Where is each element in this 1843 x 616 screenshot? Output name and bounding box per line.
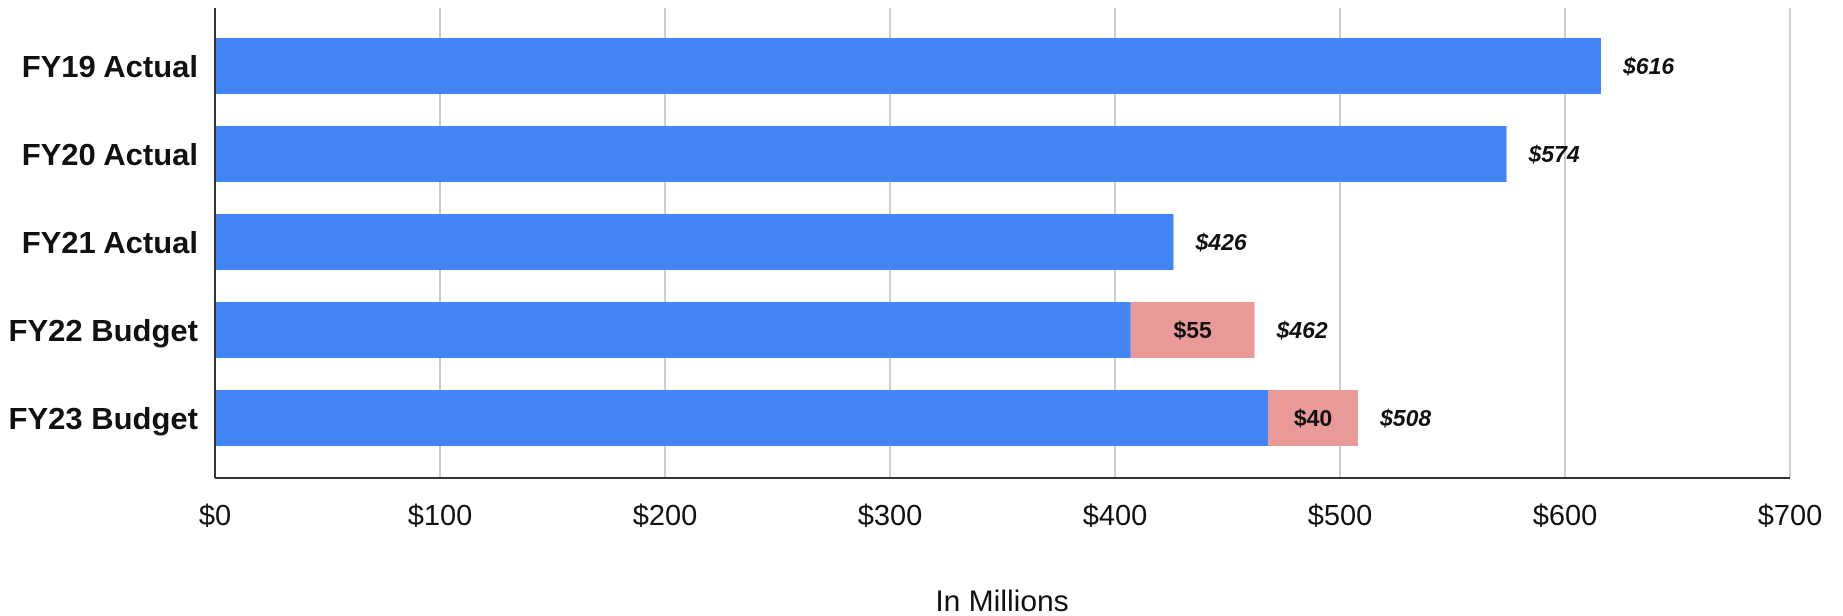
bars [215,38,1601,446]
x-tick-label: $400 [1083,500,1148,532]
category-label: FY23 Budget [9,401,198,436]
bar-total-label: $574 [1528,141,1580,167]
bar-total-label: $426 [1195,229,1247,255]
bar-segment [215,390,1268,446]
labels: $616 FY19 Actual $574 FY20 Actual $426 FY21 A… [9,49,1675,436]
segment-value-label: $55 [1173,317,1212,343]
bar-segment [215,302,1131,358]
segment-value-label: $40 [1294,405,1332,431]
x-tick-label: $600 [1533,500,1598,532]
bar-segment [215,126,1507,182]
x-axis-title: In Millions [935,585,1068,616]
axes: $0 $100 $200 $300 $400 $500 $600 $700 [199,8,1822,532]
bar-segment [1268,390,1358,446]
category-label: FY21 Actual [22,225,198,260]
bar-total-label: $462 [1276,317,1328,343]
x-tick-label: $0 [199,500,231,532]
category-label: FY20 Actual [22,137,198,172]
x-tick-label: $700 [1758,500,1823,532]
x-tick-label: $300 [858,500,923,532]
category-label: FY22 Budget [9,313,198,348]
x-tick-label: $100 [408,500,473,532]
bar-segment [215,38,1601,94]
bar-total-label: $616 [1622,53,1674,79]
category-label: FY19 Actual [22,49,198,84]
x-tick-label: $200 [633,500,698,532]
bar-segment [1130,302,1255,358]
bar-total-label: $508 [1379,405,1431,431]
x-tick-label: $500 [1308,500,1373,532]
bar-segment [215,214,1174,270]
